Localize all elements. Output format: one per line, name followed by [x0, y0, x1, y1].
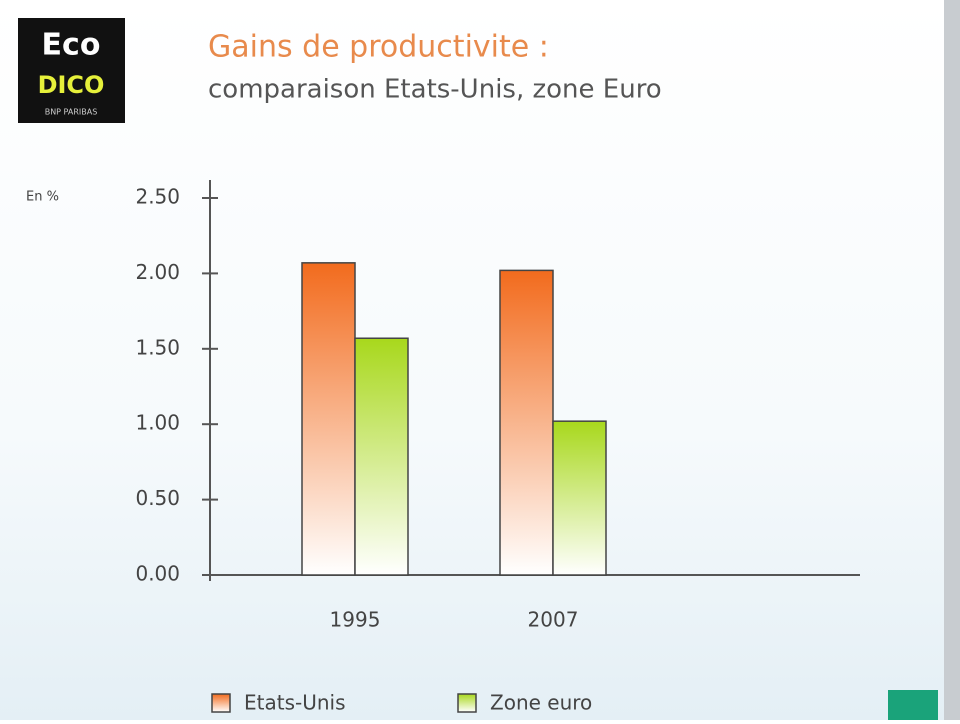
bar: [301, 262, 356, 576]
logo-middle: DICO: [38, 71, 105, 99]
bar: [354, 337, 409, 576]
y-axis-label: En %: [26, 190, 59, 205]
bar: [499, 269, 554, 576]
x-tick-label: 2007: [528, 608, 579, 632]
logo-bottom: BNP PARIBAS: [45, 108, 98, 117]
x-tick-label: 1995: [330, 608, 381, 632]
legend-label: Etats-Unis: [244, 691, 346, 715]
y-tick-label: 0.00: [135, 562, 180, 586]
y-tick-label: 2.00: [135, 260, 180, 284]
legend-swatch: [457, 693, 477, 713]
y-tick-label: 1.50: [135, 335, 180, 359]
logo-top: Eco: [42, 28, 101, 63]
chart-title: Gains de productivite :: [208, 30, 549, 65]
logo: Eco DICO BNP PARIBAS: [18, 18, 125, 123]
legend-label: Zone euro: [490, 691, 592, 715]
chart-subtitle: comparaison Etats-Unis, zone Euro: [208, 75, 662, 105]
y-tick-label: 1.00: [135, 411, 180, 435]
legend-swatch: [211, 693, 231, 713]
corner-icon: [888, 690, 938, 720]
logo-box: [18, 18, 125, 123]
y-tick-label: 2.50: [135, 185, 180, 209]
side-strip: [944, 0, 960, 720]
y-tick-label: 0.50: [135, 486, 180, 510]
bar: [552, 420, 607, 576]
